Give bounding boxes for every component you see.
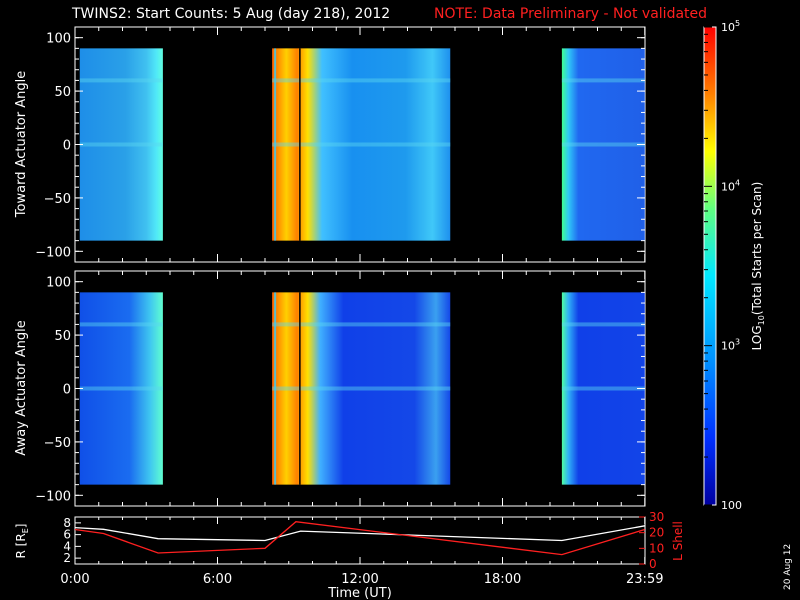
colorbar-tick-label: 105: [721, 19, 740, 34]
panel-orbit-lines: [74, 521, 645, 556]
xtick-label: 0:00: [60, 572, 89, 587]
angle-band: [79, 386, 163, 391]
colorbar-gradient: [703, 26, 717, 506]
radius-line: [74, 525, 645, 542]
orbit-xlabel: Time (UT): [327, 586, 392, 600]
panel-away-data: [79, 292, 645, 485]
panel-toward-data: [79, 48, 645, 241]
ytick-label: 0: [63, 383, 71, 398]
ytick-label: 100: [46, 32, 71, 47]
coverage-block: [79, 48, 163, 241]
angle-band: [79, 142, 163, 147]
panel-away-ylabel: Away Actuator Angle: [14, 320, 29, 455]
orbit-ytick-label-right: 20: [649, 526, 664, 540]
orbit-ytick-label-left: 4: [63, 539, 71, 553]
panel-toward-ylabel: Toward Actuator Angle: [14, 71, 29, 218]
coverage-block: [561, 292, 645, 485]
xtick-label: 12:00: [341, 572, 378, 587]
angle-band: [272, 78, 451, 83]
angle-band: [561, 142, 645, 147]
edge-strip: [274, 292, 277, 485]
orbit-xtick-labels: 0:00 6:00 12:00 18:00 23:59: [60, 572, 663, 587]
angle-band: [272, 322, 451, 327]
ytick-label: −50: [44, 436, 71, 451]
angle-band: [561, 386, 645, 391]
ytick-label: −100: [35, 245, 71, 260]
ytick-label: −50: [44, 192, 71, 207]
ytick-label: 0: [63, 139, 71, 154]
orbit-ytick-label-right: 30: [649, 510, 664, 524]
panel-away-axes: 100 50 0 −50 −100: [35, 271, 646, 506]
xtick-label: 23:59: [626, 572, 663, 587]
colorbar-ticks: 105 104 103 100: [704, 19, 742, 512]
xtick-label: 6:00: [203, 572, 232, 587]
orbit-ytick-label-left: 6: [63, 528, 71, 542]
ytick-label: 100: [46, 276, 71, 291]
angle-band: [272, 142, 451, 147]
data-gap-line: [299, 292, 301, 485]
orbit-ylabel-left: R [RE]: [14, 524, 30, 559]
orbit-ylabel-right: L Shell: [671, 521, 685, 561]
panel-away: 100 50 0 −50 −100 Away Actuator Angle: [14, 270, 646, 507]
orbit-ytick-label-left: 8: [63, 516, 71, 530]
orbit-ytick-label-right: 0: [649, 557, 657, 571]
colorbar-tick-label: 100: [721, 499, 742, 512]
colorbar: 105 104 103 100 LOG10(Total Starts per Scan…: [703, 19, 766, 512]
orbit-ytick-label-left: 2: [63, 551, 71, 565]
ytick-label: −100: [35, 489, 71, 504]
xtick-label: 18:00: [484, 572, 521, 587]
coverage-block: [272, 48, 451, 241]
coverage-block: [79, 292, 163, 485]
ytick-label: 50: [54, 85, 71, 100]
angle-band: [272, 386, 451, 391]
colorbar-label: LOG10(Total Starts per Scan): [750, 182, 766, 351]
angle-band: [561, 78, 645, 83]
title-main: TWINS2: Start Counts: 5 Aug (day 218), 2…: [72, 6, 391, 22]
angle-band: [79, 78, 163, 83]
lshell-line: [74, 521, 645, 556]
generation-date: 20 Aug 12: [783, 543, 793, 590]
edge-strip: [274, 48, 277, 241]
orbit-ytick-label-right: 10: [649, 541, 664, 555]
panel-toward-axes: 100 50 0 −50 −100: [35, 27, 646, 262]
title-note: NOTE: Data Preliminary - Not validated: [434, 6, 708, 22]
angle-band: [561, 322, 645, 327]
colorbar-tick-label: 103: [721, 338, 740, 353]
colorbar-tick-label: 104: [721, 178, 740, 193]
ytick-label: 50: [54, 329, 71, 344]
coverage-block: [272, 292, 451, 485]
angle-band: [79, 322, 163, 327]
panel-toward: 100 50 0 −50 −100 Toward Actuator Angle: [14, 26, 646, 263]
data-gap-line: [299, 48, 301, 241]
coverage-block: [561, 48, 645, 241]
